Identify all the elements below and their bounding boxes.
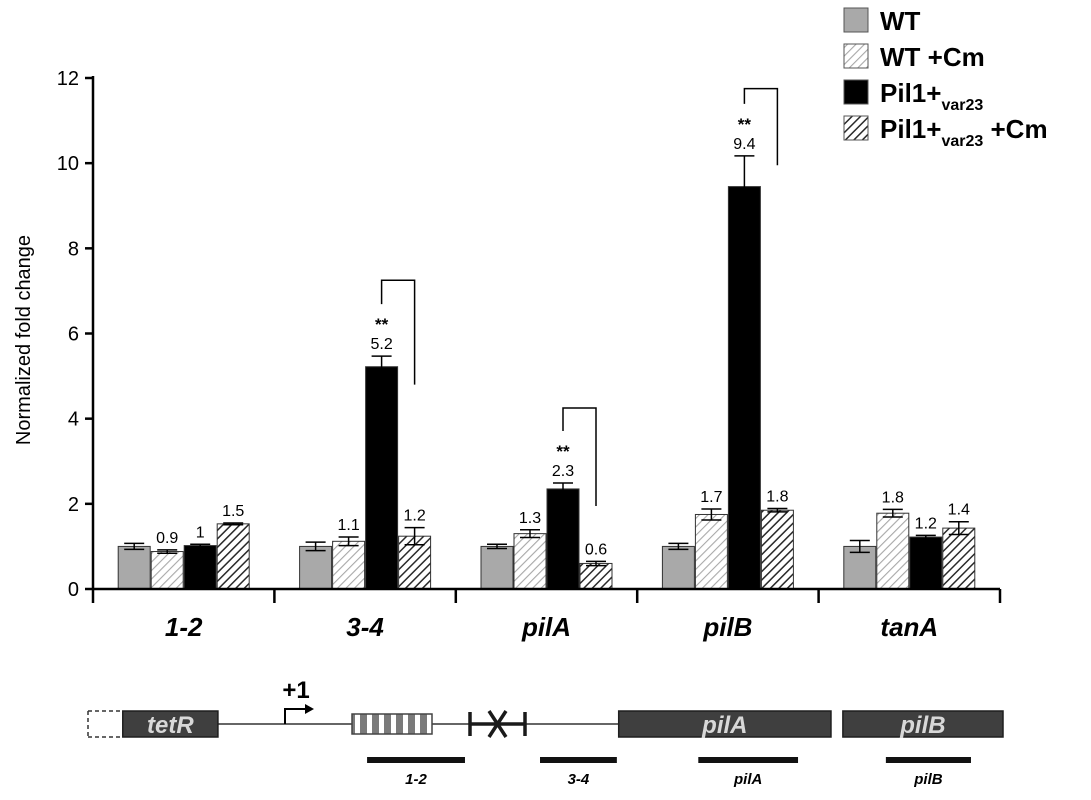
bar — [661, 545, 695, 590]
amplicon-label: 3-4 — [568, 771, 590, 788]
bar — [579, 562, 613, 590]
bar — [909, 536, 943, 590]
data-label: 0.9 — [156, 530, 178, 547]
map-dashed-end — [88, 710, 123, 738]
bar — [117, 545, 151, 590]
bar — [365, 366, 399, 590]
amplicon-label: pilA — [733, 771, 762, 788]
amplicon-label: pilB — [913, 771, 942, 788]
legend-swatch — [843, 115, 869, 141]
bar — [727, 186, 761, 590]
data-label: 1.7 — [700, 489, 722, 506]
data-label: 0.6 — [585, 541, 607, 558]
gene-label: tetR — [147, 712, 194, 739]
significance-label: ** — [375, 315, 389, 334]
legend-entry: WT +Cm — [880, 42, 985, 72]
tss-label: +1 — [282, 677, 309, 704]
bar — [694, 513, 728, 590]
y-tick-label: 4 — [68, 409, 79, 431]
y-tick-label: 2 — [68, 494, 79, 516]
legend-swatch — [843, 79, 869, 105]
gene-map: tetR pilA pilB +1 1-2 3-4 pilA pilB — [87, 677, 1004, 788]
legend-swatch — [843, 7, 869, 33]
data-label: 1.5 — [222, 503, 244, 520]
x-tick-label: 1-2 — [165, 612, 203, 642]
y-tick-label: 0 — [68, 579, 79, 601]
bar — [216, 523, 250, 590]
gene-box — [842, 710, 1004, 738]
bar — [513, 533, 547, 590]
data-label: 1.4 — [948, 502, 970, 519]
data-label: 5.2 — [370, 336, 392, 353]
significance-label: ** — [738, 115, 752, 134]
amplicon-bar — [367, 757, 465, 763]
x-tick-label: pilB — [702, 612, 752, 642]
data-label: 2.3 — [552, 463, 574, 480]
amplicon-bar — [885, 757, 971, 763]
cross-icon — [487, 710, 508, 738]
bar — [183, 545, 217, 590]
bar — [546, 488, 580, 590]
legend-entry: Pil1+var23 — [880, 78, 983, 114]
bar — [332, 540, 366, 590]
bar — [942, 527, 976, 590]
x-tick-label: tanA — [880, 612, 938, 642]
bar-chart: 0 2 4 6 8 10 12 0.9 1.1 1.3 1.7 1.8 1 5.2 2.3 9.4 1.2 1.5… — [57, 68, 1002, 642]
x-tick-label: 3-4 — [346, 612, 384, 642]
bar — [480, 545, 514, 590]
significance-bracket — [743, 87, 779, 166]
data-label: 9.4 — [733, 136, 755, 153]
striped-element — [351, 713, 433, 735]
data-label: 1.8 — [766, 489, 788, 506]
x-tick-label: pilA — [521, 612, 571, 642]
bar — [876, 512, 910, 590]
legend-entry: WT — [880, 6, 921, 36]
gene-label: pilB — [899, 712, 945, 739]
data-label: 1.1 — [337, 517, 359, 534]
data-label: 1.8 — [882, 489, 904, 506]
significance-bracket — [562, 407, 597, 506]
significance-bracket — [380, 279, 416, 385]
gene-box — [122, 710, 219, 738]
y-tick-label: 12 — [57, 68, 79, 90]
tss-arrow-icon — [284, 708, 305, 724]
y-tick-label: 6 — [68, 324, 79, 346]
gene-label: pilA — [701, 712, 747, 739]
bar — [299, 545, 333, 590]
significance-label: ** — [556, 442, 570, 461]
data-label: 1 — [196, 524, 205, 541]
legend-entry: Pil1+var23 +Cm — [880, 114, 1048, 150]
amplicon-bar — [540, 757, 617, 763]
bar — [150, 551, 184, 590]
data-label: 1.2 — [403, 508, 425, 525]
legend-swatch — [843, 43, 869, 69]
data-label: 1.3 — [519, 510, 541, 527]
y-tick-label: 10 — [57, 153, 79, 175]
tss-arrowhead-icon — [305, 704, 314, 714]
gene-box — [617, 710, 832, 738]
y-axis-label: Normalized fold change — [13, 235, 35, 445]
amplicon-bar — [698, 757, 799, 763]
data-label: 1.2 — [915, 515, 937, 532]
y-tick-label: 8 — [68, 238, 79, 260]
amplicon-label: 1-2 — [405, 771, 427, 788]
bar — [760, 509, 794, 590]
